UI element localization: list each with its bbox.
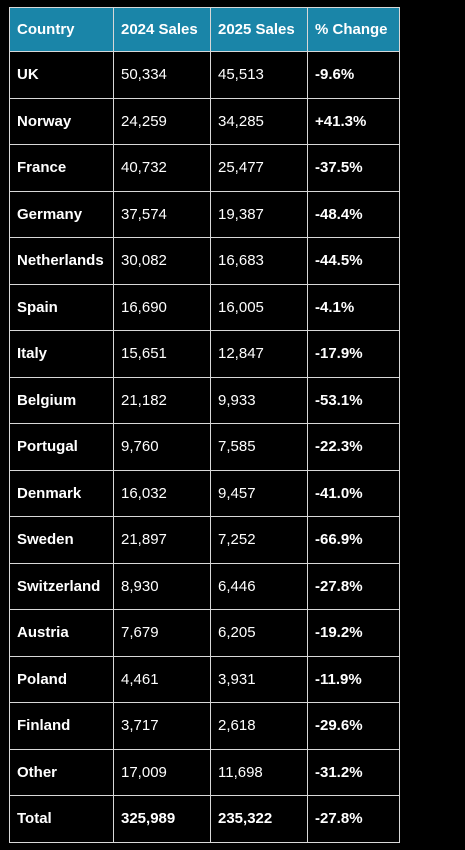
data-row: Italy 15,651 12,847 -17.9%: [9, 330, 400, 378]
country-cell: Portugal: [9, 423, 114, 471]
sales-cell: 3,931: [210, 655, 308, 703]
country-cell: Poland: [9, 655, 114, 703]
data-row: Other 17,009 11,698 -31.2%: [9, 748, 400, 796]
country-cell: UK: [9, 51, 114, 99]
change-cell: -31.2%: [307, 748, 400, 796]
header-row: Country 2024 Sales 2025 Sales% Change: [9, 7, 400, 52]
country-cell: Germany: [9, 190, 114, 238]
data-row: Finland 3,717 2,618 -29.6%: [9, 702, 400, 750]
sales-cell: 37,574: [113, 190, 211, 238]
country-cell: Denmark: [9, 469, 114, 517]
change-cell: -27.8%: [307, 795, 400, 843]
sales-cell: 3,717: [113, 702, 211, 750]
data-row: UK 50,334 45,513 -9.6%: [9, 51, 400, 99]
country-cell: Netherlands: [9, 237, 114, 285]
change-cell: +41.3%: [307, 97, 400, 145]
change-cell: -44.5%: [307, 237, 400, 285]
change-cell: -19.2%: [307, 609, 400, 657]
country-cell: Total: [9, 795, 114, 843]
sales-cell: 16,683: [210, 237, 308, 285]
header-cell: % Change: [307, 7, 400, 52]
sales-cell: 24,259: [113, 97, 211, 145]
data-row: Spain 16,690 16,005 -4.1%: [9, 283, 400, 331]
table-container: Country 2024 Sales 2025 Sales% Change UK 50…: [9, 7, 400, 843]
data-row: Norway 24,259 34,285 +41.3%: [9, 97, 400, 145]
change-cell: -53.1%: [307, 376, 400, 424]
country-cell: Austria: [9, 609, 114, 657]
sales-cell: 6,446: [210, 562, 308, 610]
country-cell: Italy: [9, 330, 114, 378]
data-row: Germany 37,574 19,387 -48.4%: [9, 190, 400, 238]
sales-cell: 17,009: [113, 748, 211, 796]
sales-table: Country 2024 Sales 2025 Sales% Change UK 50…: [9, 7, 400, 843]
data-row: Sweden 21,897 7,252 -66.9%: [9, 516, 400, 564]
change-cell: -11.9%: [307, 655, 400, 703]
country-cell: France: [9, 144, 114, 192]
change-cell: -66.9%: [307, 516, 400, 564]
data-row: Poland 4,461 3,931 -11.9%: [9, 655, 400, 703]
sales-cell: 11,698: [210, 748, 308, 796]
sales-cell: 7,585: [210, 423, 308, 471]
country-cell: Belgium: [9, 376, 114, 424]
header-cell: 2025 Sales: [210, 7, 308, 52]
country-cell: Sweden: [9, 516, 114, 564]
country-cell: Spain: [9, 283, 114, 331]
header-cell: 2024 Sales: [113, 7, 211, 52]
sales-cell: 19,387: [210, 190, 308, 238]
sales-cell: 45,513: [210, 51, 308, 99]
sales-cell: 34,285: [210, 97, 308, 145]
country-cell: Norway: [9, 97, 114, 145]
sales-cell: 30,082: [113, 237, 211, 285]
change-cell: -4.1%: [307, 283, 400, 331]
change-cell: -9.6%: [307, 51, 400, 99]
data-row: Denmark 16,032 9,457 -41.0%: [9, 469, 400, 517]
sales-cell: 9,457: [210, 469, 308, 517]
sales-cell: 325,989: [113, 795, 211, 843]
header-cell: Country: [9, 7, 114, 52]
data-row: Portugal 9,760 7,585 -22.3%: [9, 423, 400, 471]
data-row: Austria 7,679 6,205 -19.2%: [9, 609, 400, 657]
sales-cell: 6,205: [210, 609, 308, 657]
data-row: France 40,732 25,477 -37.5%: [9, 144, 400, 192]
change-cell: -29.6%: [307, 702, 400, 750]
data-row: Switzerland 8,930 6,446 -27.8%: [9, 562, 400, 610]
sales-cell: 50,334: [113, 51, 211, 99]
sales-cell: 9,760: [113, 423, 211, 471]
change-cell: -22.3%: [307, 423, 400, 471]
change-cell: -41.0%: [307, 469, 400, 517]
sales-cell: 12,847: [210, 330, 308, 378]
data-row: Belgium 21,182 9,933 -53.1%: [9, 376, 400, 424]
data-row: Netherlands 30,082 16,683 -44.5%: [9, 237, 400, 285]
country-cell: Other: [9, 748, 114, 796]
sales-cell: 16,690: [113, 283, 211, 331]
sales-cell: 15,651: [113, 330, 211, 378]
sales-cell: 7,252: [210, 516, 308, 564]
country-cell: Finland: [9, 702, 114, 750]
country-cell: Switzerland: [9, 562, 114, 610]
sales-cell: 21,182: [113, 376, 211, 424]
total-row: Total 325,989 235,322 -27.8%: [9, 795, 400, 843]
sales-cell: 4,461: [113, 655, 211, 703]
sales-cell: 16,005: [210, 283, 308, 331]
sales-cell: 16,032: [113, 469, 211, 517]
change-cell: -48.4%: [307, 190, 400, 238]
change-cell: -27.8%: [307, 562, 400, 610]
change-cell: -37.5%: [307, 144, 400, 192]
sales-cell: 7,679: [113, 609, 211, 657]
sales-cell: 8,930: [113, 562, 211, 610]
sales-cell: 235,322: [210, 795, 308, 843]
sales-cell: 25,477: [210, 144, 308, 192]
sales-cell: 21,897: [113, 516, 211, 564]
sales-cell: 2,618: [210, 702, 308, 750]
sales-cell: 40,732: [113, 144, 211, 192]
sales-cell: 9,933: [210, 376, 308, 424]
change-cell: -17.9%: [307, 330, 400, 378]
